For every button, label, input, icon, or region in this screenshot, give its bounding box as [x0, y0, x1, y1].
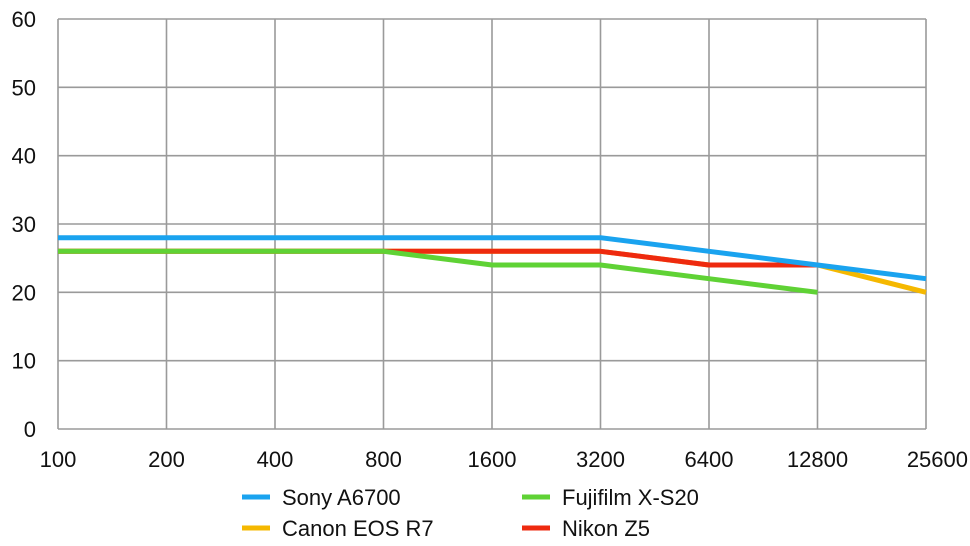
series-lines [58, 235, 927, 295]
x-axis-ticks: 100 200 400 800 1600 3200 6400 12800 25600 [40, 447, 968, 472]
x-tick-label: 800 [365, 447, 402, 472]
y-tick-label: 30 [12, 212, 36, 237]
legend-label-canon-eos-r7: Canon EOS R7 [282, 516, 434, 541]
y-tick-label: 10 [12, 349, 36, 374]
y-axis-ticks: 0 10 20 30 40 50 60 [12, 7, 36, 442]
series-line-sony-a6700 [58, 235, 927, 282]
legend-label-sony-a6700: Sony A6700 [282, 485, 401, 510]
x-tick-label: 1600 [468, 447, 517, 472]
x-tick-label: 200 [148, 447, 185, 472]
x-tick-label: 12800 [787, 447, 848, 472]
series-line-fujifilm-x-s20 [58, 248, 818, 295]
y-tick-label: 50 [12, 75, 36, 100]
y-tick-label: 20 [12, 280, 36, 305]
y-tick-label: 40 [12, 144, 36, 169]
x-tick-label: 25600 [907, 447, 968, 472]
legend: Sony A6700 Fujifilm X-S20 Canon EOS R7 Niko… [242, 485, 699, 541]
legend-label-nikon-z5: Nikon Z5 [562, 516, 650, 541]
y-tick-label: 0 [24, 417, 36, 442]
x-tick-label: 6400 [685, 447, 734, 472]
x-tick-label: 100 [40, 447, 77, 472]
legend-label-fujifilm-x-s20: Fujifilm X-S20 [562, 485, 699, 510]
y-tick-label: 60 [12, 7, 36, 32]
x-tick-label: 3200 [576, 447, 625, 472]
grid [57, 18, 927, 430]
x-tick-label: 400 [257, 447, 294, 472]
